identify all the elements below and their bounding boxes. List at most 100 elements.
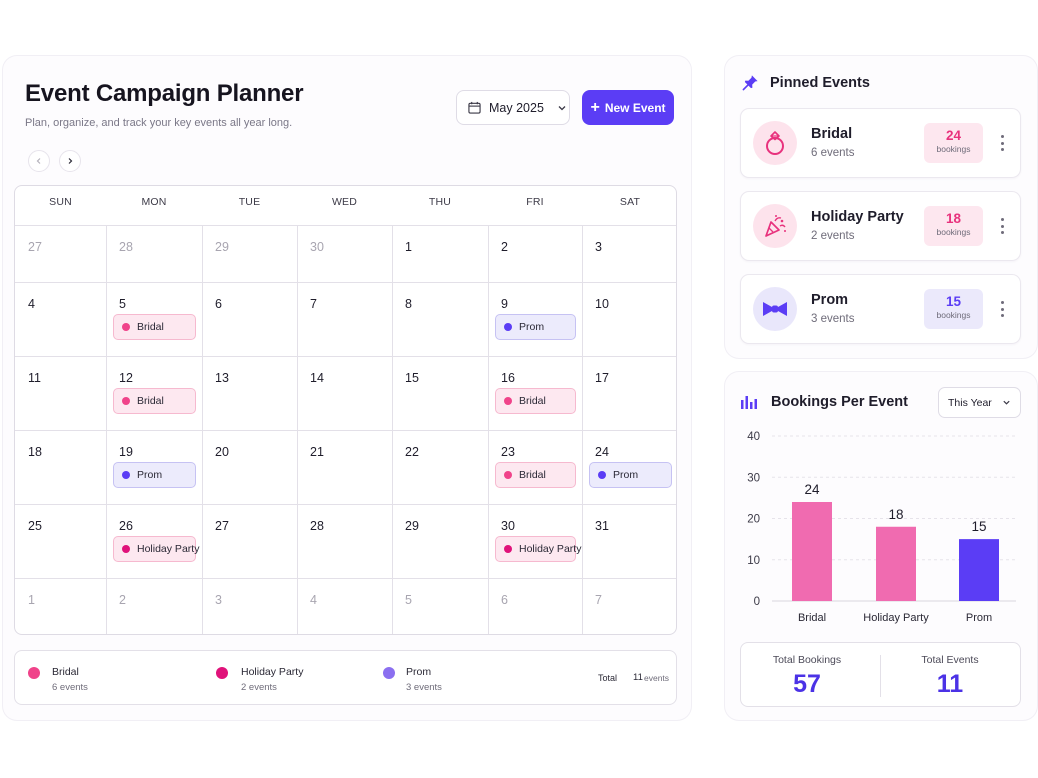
pinned-card-prom[interactable]: Prom 3 events 15 bookings [740,274,1021,344]
y-tick-label: 20 [747,514,760,526]
calendar-day-cell[interactable] [203,505,297,578]
calendar-day-cell[interactable] [203,357,297,430]
event-pill-prom[interactable]: Prom [589,462,672,488]
calendar-day-cell[interactable] [298,357,392,430]
grid-line [15,225,676,226]
calendar-day-cell[interactable] [203,283,297,356]
day-number: 6 [215,297,222,311]
more-options-icon[interactable] [997,134,1007,152]
calendar-day-cell[interactable] [489,579,582,634]
day-number: 27 [28,240,42,254]
calendar-day-cell[interactable] [393,579,488,634]
event-pill-bridal[interactable]: Bridal [495,388,576,414]
calendar-day-cell[interactable] [583,579,676,634]
calendar-day-cell[interactable] [107,579,202,634]
pin-name: Holiday Party [811,209,904,225]
event-pill-bridal[interactable]: Bridal [113,388,196,414]
calendar-day-cell[interactable] [393,283,488,356]
day-number: 18 [28,445,42,459]
calendar-day-cell[interactable] [393,357,488,430]
event-label: Bridal [519,395,546,407]
event-label: Bridal [519,469,546,481]
total-unit: events [644,673,670,683]
new-event-button[interactable]: + New Event [582,90,674,125]
calendar-icon [468,101,481,114]
calendar-day-cell[interactable] [298,431,392,504]
grid-line [202,225,203,634]
calendar-day-cell[interactable] [298,579,392,634]
calendar-day-cell[interactable] [583,283,676,356]
day-number: 2 [119,593,126,607]
day-number: 5 [119,297,126,311]
day-number: 30 [501,519,515,533]
day-number: 12 [119,371,133,385]
legend-count: 6 events [52,682,88,693]
bar-prom[interactable] [959,539,999,601]
event-dot [598,471,606,479]
calendar-day-cell[interactable] [16,431,106,504]
more-options-icon[interactable] [997,300,1007,318]
calendar-day-cell[interactable] [393,505,488,578]
calendar-day-cell[interactable] [298,226,392,282]
calendar-day-cell[interactable] [489,226,582,282]
pinned-events-title: Pinned Events [770,75,870,91]
event-pill-bridal[interactable]: Bridal [113,314,196,340]
legend-count: 2 events [241,682,277,693]
event-pill-prom[interactable]: Prom [113,462,196,488]
bookings-badge: 24 bookings [924,123,983,163]
calendar-day-cell[interactable] [203,226,297,282]
calendar-day-cell[interactable] [16,226,106,282]
calendar-day-cell[interactable] [203,431,297,504]
prev-month-button[interactable] [28,150,50,172]
prom-legend-dot [383,667,395,679]
day-number: 3 [215,593,222,607]
weekday-header: WED [331,196,358,208]
grid-line [297,225,298,634]
event-pill-bridal[interactable]: Bridal [495,462,576,488]
page-title: Event Campaign Planner [25,80,304,107]
pinned-card-holiday-party[interactable]: Holiday Party 2 events 18 bookings [740,191,1021,261]
weekday-header: SAT [619,196,641,208]
calendar-day-cell[interactable] [583,226,676,282]
calendar-day-cell[interactable] [393,226,488,282]
calendar-day-cell[interactable] [583,505,676,578]
weekday-header: THU [428,196,452,208]
bookings-badge: 15 bookings [924,289,983,329]
bar-holiday-party[interactable] [876,526,916,601]
divider [880,655,881,697]
weekday-header: MON [141,196,167,208]
legend-name: Bridal [52,666,79,678]
calendar-day-cell[interactable] [203,579,297,634]
bookings-unit: bookings [936,144,971,154]
event-pill-holiday[interactable]: Holiday Party [495,536,581,562]
grid-line [392,225,393,634]
calendar-day-cell[interactable] [583,357,676,430]
bar-bridal[interactable] [792,502,832,601]
range-selector[interactable]: This Year [938,387,1021,418]
event-label: Holiday Party [137,543,200,555]
next-month-button[interactable] [59,150,81,172]
more-options-icon[interactable] [997,217,1007,235]
day-number: 6 [501,593,508,607]
event-pill-holiday[interactable]: Holiday Party [113,536,200,562]
calendar-day-cell[interactable] [298,283,392,356]
calendar-day-cell[interactable] [16,357,106,430]
totals-summary: Total Bookings 57 Total Events 11 [740,642,1021,707]
event-dot [504,397,512,405]
calendar-day-cell[interactable] [393,431,488,504]
calendar-day-cell[interactable] [16,505,106,578]
calendar-day-cell[interactable] [107,226,202,282]
pinned-card-bridal[interactable]: Bridal 6 events 24 bookings [740,108,1021,178]
calendar-day-cell[interactable] [16,283,106,356]
calendar-day-cell[interactable] [16,579,106,634]
month-selector[interactable]: May 2025 [456,90,570,125]
pin-name: Bridal [811,126,853,142]
calendar-day-cell[interactable] [298,505,392,578]
x-category-label: Prom [966,612,992,624]
event-pill-prom[interactable]: Prom [495,314,576,340]
event-dot [504,471,512,479]
grid-line [488,225,489,634]
x-category-label: Holiday Party [863,612,929,624]
event-dot [122,471,130,479]
bookings-count: 18 [945,211,962,226]
